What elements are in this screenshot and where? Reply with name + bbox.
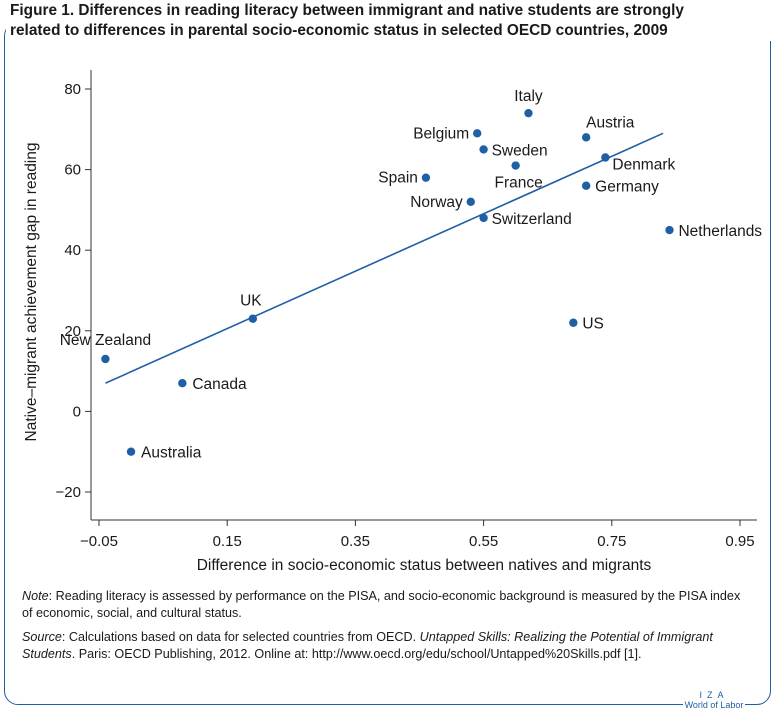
y-tick-label: 80 [64, 81, 81, 98]
data-label-switzerland: Switzerland [492, 211, 572, 228]
iza-logo-text: World of Labor [684, 700, 744, 710]
data-point-france [511, 161, 520, 170]
x-tick-label: 0.15 [213, 533, 242, 550]
data-point-belgium [472, 129, 482, 138]
data-label-spain: Spain [378, 170, 418, 187]
data-label-norway: Norway [410, 194, 463, 211]
figure-notes: Note: Reading literacy is assessed by pe… [22, 588, 752, 670]
ticks: −20 0 20 40 60 80 −0.05 0.15 0.35 0.55 0.75 0.95 [56, 81, 755, 550]
y-tick-label: 20 [64, 323, 81, 340]
data-label-italy: Italy [514, 88, 543, 105]
data-point-germany [581, 181, 591, 190]
data-label-australia: Australia [141, 445, 202, 462]
data-point-new-zealand [101, 354, 110, 364]
y-axis-label: Native–migrant achievement gap in readin… [23, 143, 40, 442]
data-point-switzerland [479, 213, 488, 223]
note-text: : Reading literacy is assessed by perfor… [22, 589, 741, 620]
data-label-austria: Austria [586, 114, 635, 131]
x-tick-label: 0.75 [597, 533, 626, 550]
note-label: Note [22, 589, 49, 603]
data-label-france: France [495, 175, 543, 192]
data-label-netherlands: Netherlands [678, 223, 762, 240]
data-point-sweden [479, 145, 488, 154]
scatter-chart: −20 0 20 40 60 80 −0.05 0.15 0.35 0.55 0.75 0.95 Ne… [23, 70, 763, 574]
data-label-germany: Germany [595, 179, 659, 196]
source-text-1: : Calculations based on data for selecte… [61, 630, 420, 644]
data-point-australia [126, 447, 136, 456]
y-tick-label: 0 [73, 403, 81, 420]
data-label-us: US [582, 316, 604, 333]
iza-logo: IZA World of Labor [683, 690, 745, 710]
figure-title-line-2: related to differences in parental socio… [10, 22, 668, 39]
x-tick-label: 0.35 [341, 533, 370, 550]
data-label-denmark: Denmark [612, 157, 675, 174]
source-label: Source [22, 630, 62, 644]
data-point-denmark [601, 153, 610, 162]
data-label-uk: UK [240, 293, 262, 310]
y-tick-label: −20 [56, 484, 81, 501]
source-title: Untapped Skills: Realizing the Potential… [22, 630, 713, 661]
data-label-belgium: Belgium [413, 125, 469, 142]
trend-line [105, 132, 664, 384]
figure-title: Figure 1. Differences in reading literac… [6, 1, 777, 41]
data-point-italy [524, 108, 533, 118]
y-tick-label: 40 [64, 242, 81, 259]
data-point-netherlands [665, 225, 674, 235]
source-paragraph: Source: Calculations based on data for s… [22, 629, 752, 663]
data-point-us [569, 318, 578, 327]
y-tick-label: 60 [64, 162, 81, 179]
x-tick-label: 0.55 [469, 533, 498, 550]
data-point-austria [581, 133, 591, 142]
data-point-norway [466, 197, 475, 207]
source-text-2: . Paris: OECD Publishing, 2012. Online a… [71, 647, 642, 661]
iza-logo-mark: IZA [699, 690, 729, 700]
data-point-canada [178, 378, 187, 388]
data-label-new-zealand: New Zealand [60, 332, 151, 349]
x-tick-label: 0.95 [725, 533, 754, 550]
x-axis-label: Difference in socio-economic status betw… [197, 557, 652, 574]
figure-title-line-1: Figure 1. Differences in reading literac… [10, 2, 684, 19]
data-point-uk [248, 314, 258, 323]
data-label-canada: Canada [192, 376, 247, 393]
data-label-sweden: Sweden [492, 142, 548, 159]
data-points: New Zealand Australia Canada UK Spain Norway B… [60, 88, 763, 462]
data-point-spain [421, 173, 431, 182]
axes [90, 70, 757, 521]
note-paragraph: Note: Reading literacy is assessed by pe… [22, 588, 752, 622]
x-tick-label: −0.05 [80, 533, 118, 550]
